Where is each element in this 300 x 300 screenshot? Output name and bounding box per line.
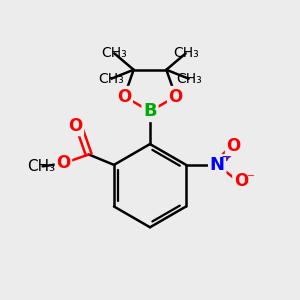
Text: +: + — [221, 149, 232, 164]
Text: CH₃: CH₃ — [98, 72, 124, 86]
Text: ⁻: ⁻ — [247, 171, 254, 186]
Text: CH₃: CH₃ — [27, 159, 55, 174]
Text: O: O — [68, 117, 83, 135]
Text: O: O — [169, 88, 183, 106]
Text: CH₃: CH₃ — [101, 46, 127, 60]
Text: O: O — [234, 172, 248, 190]
Text: O: O — [226, 136, 241, 154]
Text: CH₃: CH₃ — [176, 72, 202, 86]
Text: B: B — [143, 102, 157, 120]
Text: O: O — [117, 88, 131, 106]
Text: N: N — [210, 156, 225, 174]
Text: O: O — [56, 154, 70, 172]
Text: CH₃: CH₃ — [173, 46, 199, 60]
